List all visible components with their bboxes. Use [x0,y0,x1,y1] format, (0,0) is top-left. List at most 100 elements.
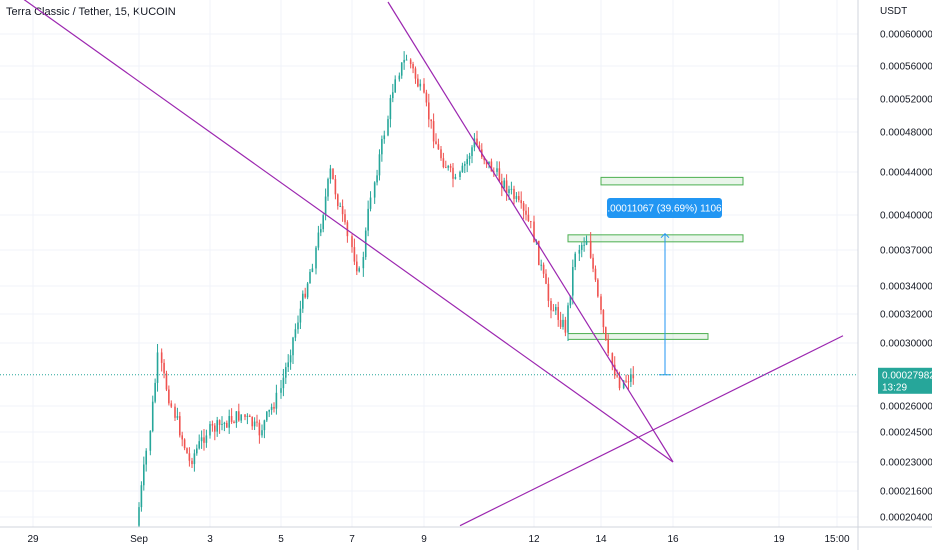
candle-body [417,78,419,87]
price-zone[interactable] [567,333,709,340]
candle-body [287,362,289,368]
measure-label-box [607,198,722,218]
candle-body [400,62,403,76]
candle-body [383,135,386,140]
candle-body [145,450,147,465]
candle-body [445,167,447,169]
candle-body [376,175,378,183]
price-zone[interactable] [567,234,744,243]
candle-body [522,203,525,211]
candle-body [496,168,498,172]
candle-body [505,180,508,194]
candle-body [196,448,198,454]
y-tick-label: 0.00026000 [880,402,932,413]
current-price-box [878,367,932,394]
candle-body [572,267,574,296]
candle-body [627,381,630,383]
candle-body [244,414,246,417]
candle-body [191,460,193,465]
y-tick-label: 0.00037000 [880,246,932,257]
candle-body [198,441,200,449]
candle-body [501,180,503,188]
candle-body [440,149,442,159]
candle-body [168,389,170,404]
candle-body [275,392,278,409]
candle-body [447,166,449,168]
candle-body [181,435,183,440]
horizontal-zones [567,176,744,340]
candle-body [238,411,240,421]
candle-body [550,300,552,311]
candle-body [266,411,268,421]
candle-body [261,430,263,436]
candle-body [452,167,454,179]
candle-body [218,420,221,425]
trendline[interactable] [387,1,674,463]
trendline[interactable] [459,335,844,527]
countdown-label: 13:29 [882,382,907,393]
x-tick-label: 19 [773,534,785,545]
candle-body [154,382,156,402]
candle-body [346,222,349,237]
candle-body [578,249,581,254]
current-price-label: 0.00027982 [882,370,932,381]
candle-body [163,362,165,374]
candle-body [282,377,285,389]
measure-tool: 0.00011067 (39.69%) 11067 [602,198,728,376]
candle-body [510,188,513,190]
candle-body [183,439,186,449]
x-tick-label: 16 [667,534,679,545]
x-tick-label: 3 [207,534,213,545]
candle-body [249,415,251,418]
y-tick-label: 0.00024500 [880,428,932,439]
candle-body [341,206,344,215]
candle-body [574,253,576,268]
y-tick-label: 0.00032000 [880,310,932,321]
candle-body [409,59,412,65]
x-tick-label: 9 [421,534,427,545]
candle-body [605,327,607,340]
chart-title: Terra Classic / Tether, 15, KUCOIN [6,6,176,18]
candle-body [389,98,392,120]
candle-body [156,352,159,383]
candle-body [251,417,253,427]
candle-body [322,215,324,230]
candle-body [356,261,358,272]
candle-body [430,119,432,122]
candle-body [273,406,275,409]
candle-body [464,164,466,166]
candle-body [542,264,545,274]
candle-body [233,421,235,424]
price-zone[interactable] [600,176,744,186]
candle-body [403,59,405,63]
candle-body [613,364,616,376]
candle-body [530,221,532,223]
candle-body [334,179,337,195]
candle-body [367,208,369,231]
y-tick-label: 0.00021600 [880,487,932,498]
candle-body [564,319,567,333]
candle-body [503,180,505,188]
candle-body [432,121,435,142]
candle-body [306,283,309,298]
candle-body [302,293,304,309]
candle-body [630,374,632,382]
candle-body [174,406,176,418]
candle-body [580,245,583,250]
y-axis: 0.00060000 0.00056000 0.00052000 0.00048000… [880,30,932,524]
y-axis-unit: USDT [880,6,908,17]
x-tick-label: 14 [595,534,607,545]
candle-body [143,464,145,486]
candle-body [203,437,205,443]
candle-body [170,403,173,407]
trendline[interactable] [5,0,674,463]
trendlines [5,0,844,527]
candle-body [622,380,625,389]
candle-body [533,221,535,243]
candle-body [618,376,621,389]
candle-body [583,244,585,246]
candle-body [437,144,440,150]
candle-body [454,177,457,179]
